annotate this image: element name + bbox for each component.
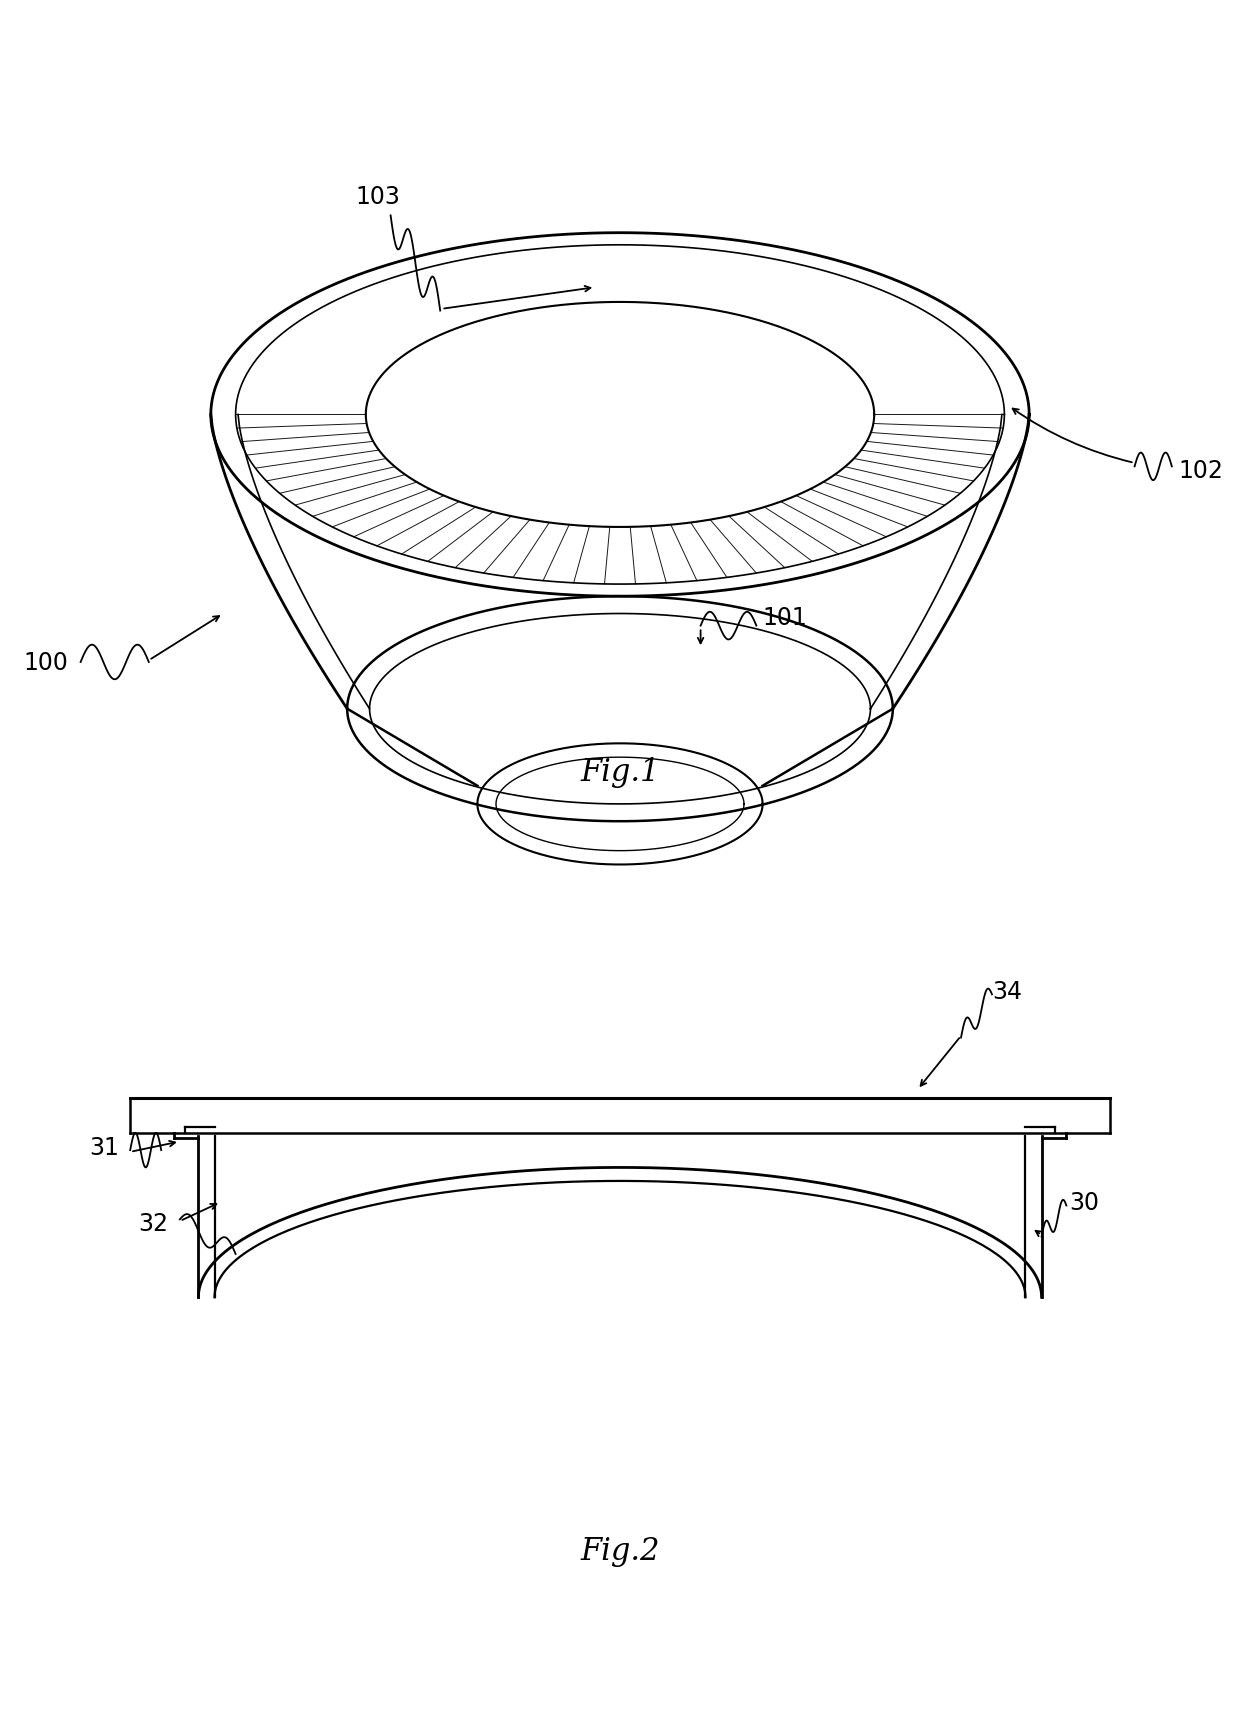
Text: 100: 100: [24, 650, 68, 675]
Text: 101: 101: [763, 606, 807, 630]
Text: Fig.2: Fig.2: [580, 1535, 660, 1566]
Text: 32: 32: [139, 1211, 169, 1235]
Text: 102: 102: [1178, 458, 1223, 483]
Text: 103: 103: [356, 185, 401, 209]
Text: Fig.1: Fig.1: [580, 756, 660, 787]
Text: 34: 34: [992, 979, 1022, 1003]
Text: 31: 31: [89, 1135, 119, 1159]
Text: 30: 30: [1069, 1190, 1099, 1214]
